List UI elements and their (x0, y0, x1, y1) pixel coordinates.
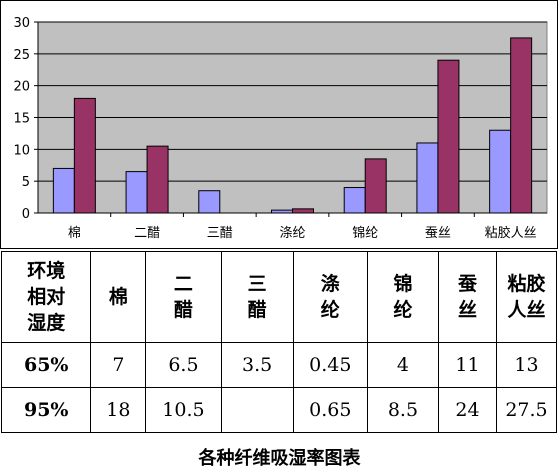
bar-95%-锦纶 (364, 158, 387, 214)
x-tick-label: 粘胶人丝 (485, 225, 537, 241)
bar-95%-棉 (73, 97, 96, 214)
bar-95%-蚕丝 (437, 59, 460, 214)
bar-65%-棉 (52, 167, 75, 214)
table-header-cell: 涤纶 (292, 251, 368, 343)
y-tick-label: 30 (13, 16, 30, 31)
table-header-cell: 粘胶 人丝 (495, 251, 558, 343)
bar-65%-蚕丝 (416, 142, 439, 214)
table-cell: 18 (90, 387, 147, 433)
table-cell: 27.5 (495, 387, 558, 433)
table-cell: 6.5 (145, 342, 222, 388)
y-tick-labels: 0 5 10 15 20 25 30 (13, 16, 30, 222)
y-tick-label: 25 (13, 48, 30, 63)
table-header-cell: 棉 (90, 251, 147, 343)
chart-caption: 各种纤维吸湿率图表 (198, 448, 361, 469)
table-cell: 0.65 (292, 387, 368, 433)
table-header-cell: 锦纶 (366, 251, 440, 343)
axes (34, 21, 547, 217)
x-tick-label: 二醋 (134, 225, 160, 241)
table-cell: 0.45 (292, 342, 368, 388)
bar-65%-锦纶 (343, 187, 366, 214)
table-header-row: 环境 相对 湿度棉二醋三醋涤纶锦纶蚕丝粘胶 人丝 (0, 251, 558, 343)
table-row: 95% 18 10.5 0.65 8.5 24 27.5 (0, 387, 558, 433)
table-header-cell: 蚕丝 (438, 251, 497, 343)
table-header-cell: 环境 相对 湿度 (0, 251, 92, 343)
table-header-cell: 三醋 (220, 251, 294, 343)
table-cell: 10.5 (145, 387, 222, 433)
bar-65%-粘胶人丝 (489, 129, 512, 214)
x-tick-label: 棉 (68, 226, 81, 241)
table-header-cell: 二醋 (145, 251, 222, 343)
x-tick-labels: 棉 二醋 三醋 涤纶 锦纶 蚕丝 粘胶人丝 (68, 225, 537, 241)
y-tick-label: 5 (22, 175, 30, 190)
y-tick-label: 0 (22, 207, 30, 222)
bar-chart: 0 5 10 15 20 25 30 棉 二醋 三醋 涤纶 锦纶 蚕丝 粘胶人丝 (0, 0, 558, 249)
table-row: 65% 7 6.5 3.5 0.45 4 11 13 (0, 342, 558, 388)
bar-65%-二醋 (125, 171, 148, 214)
y-tick-label: 20 (13, 80, 30, 95)
x-tick-label: 锦纶 (352, 226, 378, 241)
row-label-cell: 65% (0, 342, 92, 388)
y-tick-label: 10 (13, 143, 30, 158)
chart-svg: 0 5 10 15 20 25 30 棉 二醋 三醋 涤纶 锦纶 蚕丝 粘胶人丝 (0, 0, 558, 249)
x-tick-label: 蚕丝 (425, 226, 451, 241)
table-cell: 3.5 (220, 342, 294, 388)
table-cell (220, 387, 294, 433)
table-cell: 11 (438, 342, 497, 388)
bar-95%-涤纶 (292, 208, 314, 214)
row-label-cell: 95% (0, 387, 92, 433)
bar-95%-粘胶人丝 (510, 37, 533, 214)
table-body: 环境 相对 湿度棉二醋三醋涤纶锦纶蚕丝粘胶 人丝 65% 7 6.5 3.5 0.45 4 11 13… (0, 251, 558, 433)
table-cell: 13 (495, 342, 558, 388)
x-tick-label: 涤纶 (279, 226, 305, 241)
bar-95%-二醋 (146, 145, 169, 214)
table-cell: 8.5 (366, 387, 440, 433)
data-table: 环境 相对 湿度棉二醋三醋涤纶锦纶蚕丝粘胶 人丝 65% 7 6.5 3.5 0.45 4 11 13… (0, 251, 558, 433)
bar-65%-三醋 (198, 190, 221, 214)
y-tick-label: 15 (13, 112, 30, 127)
table-cell: 4 (366, 342, 440, 388)
x-tick-label: 三醋 (207, 225, 233, 241)
table-cell: 24 (438, 387, 497, 433)
gridlines (38, 21, 547, 182)
table-cell: 7 (90, 342, 147, 388)
